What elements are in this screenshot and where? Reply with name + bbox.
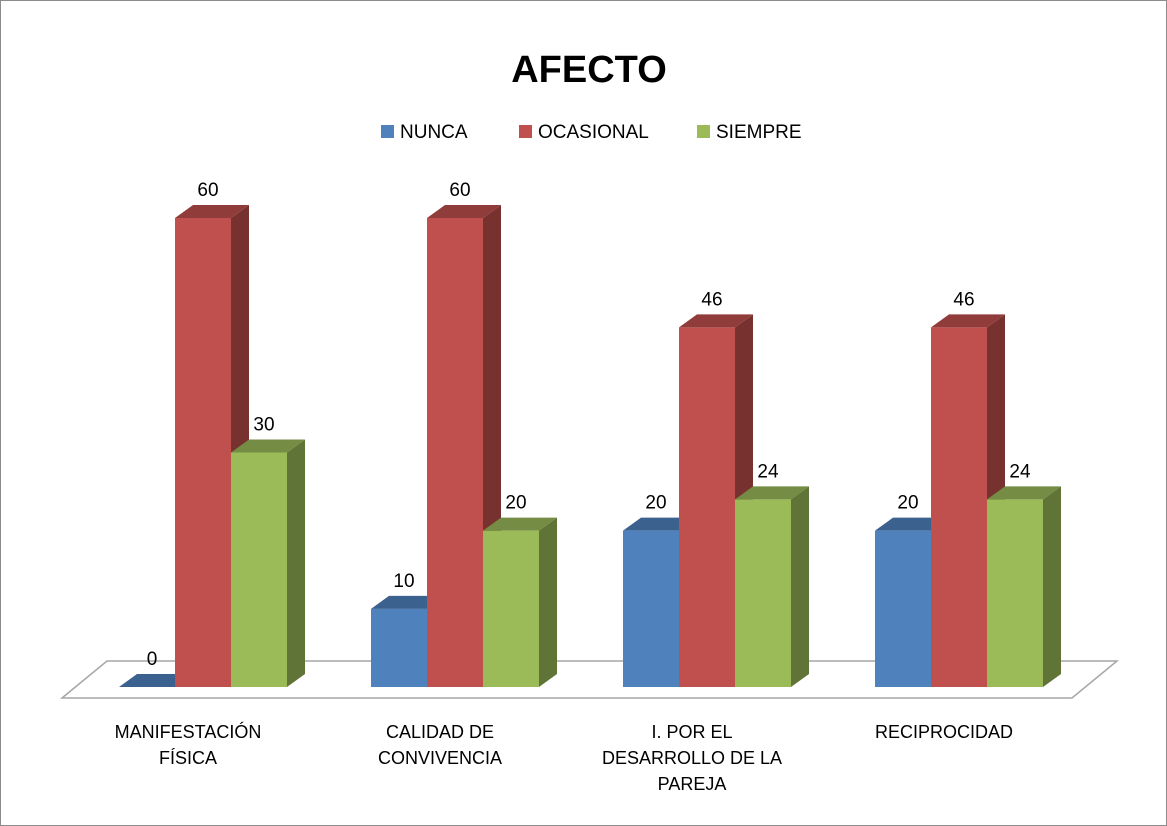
legend-label: NUNCA xyxy=(400,122,468,143)
value-label: 20 xyxy=(897,493,918,514)
value-label: 24 xyxy=(1009,461,1031,482)
bar-top xyxy=(679,314,753,328)
chart-title: AFECTO xyxy=(511,49,667,91)
value-label: 60 xyxy=(197,180,218,201)
bar xyxy=(231,452,287,687)
bar-top xyxy=(875,517,949,531)
value-label: 20 xyxy=(645,493,666,514)
legend-swatch xyxy=(697,125,710,138)
bar xyxy=(931,327,987,687)
legend-swatch xyxy=(519,125,532,138)
x-tick-label: I. POR EL DESARROLLO DE LA PAREJA xyxy=(601,722,783,794)
bar-top xyxy=(483,517,557,531)
bar-top xyxy=(371,595,445,609)
legend-label: OCASIONAL xyxy=(538,122,649,143)
bar xyxy=(175,218,231,687)
legend-swatch xyxy=(381,125,394,138)
bar-top xyxy=(175,205,249,218)
bar-top xyxy=(735,486,809,500)
bar-side xyxy=(539,517,557,687)
bar-top xyxy=(427,205,501,218)
floor xyxy=(59,660,1120,699)
bar-side xyxy=(1043,486,1061,687)
bar xyxy=(427,218,483,687)
x-tick-label: RECIPROCIDAD xyxy=(874,722,1013,742)
bar xyxy=(875,530,931,687)
bar-top xyxy=(623,517,697,531)
value-label: 46 xyxy=(953,289,974,310)
bar-side xyxy=(791,486,809,687)
bar xyxy=(623,530,679,687)
value-label: 10 xyxy=(393,571,414,592)
value-label: 46 xyxy=(701,289,722,310)
bar xyxy=(371,608,427,687)
value-label: 60 xyxy=(449,180,470,201)
bar-side xyxy=(287,439,305,687)
bar-top xyxy=(987,486,1061,500)
x-tick-label: CALIDAD DE CONVIVENCIA xyxy=(377,722,503,768)
legend-label: SIEMPRE xyxy=(716,122,802,143)
x-tick-label: MANIFESTACIÓN FÍSICA xyxy=(114,722,262,768)
bar xyxy=(483,530,539,687)
bar xyxy=(735,499,791,687)
bar-top xyxy=(231,439,305,453)
bar xyxy=(987,499,1043,687)
bar xyxy=(679,327,735,687)
value-label: 0 xyxy=(147,649,158,670)
bar-top xyxy=(931,314,1005,328)
value-label: 24 xyxy=(757,461,779,482)
value-label: 30 xyxy=(253,415,274,436)
value-label: 20 xyxy=(505,493,526,514)
bar-top xyxy=(119,674,193,687)
